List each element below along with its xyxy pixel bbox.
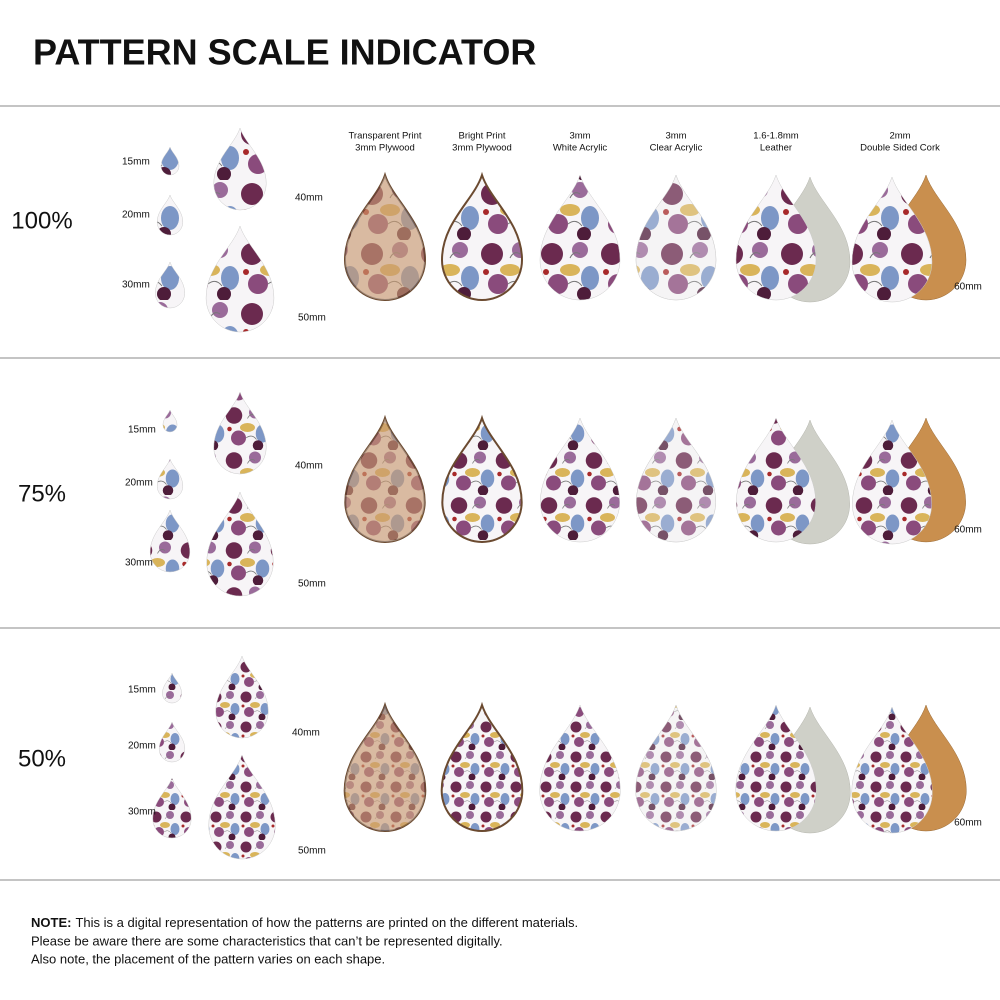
teardrop [155, 261, 185, 309]
teardrop [441, 414, 523, 543]
teardrop [156, 194, 184, 236]
teardrop [149, 509, 191, 573]
teardrop [635, 174, 717, 301]
teardrop [213, 127, 267, 211]
teardrop [206, 491, 274, 597]
teardrop [344, 705, 426, 831]
teardrop [213, 391, 267, 475]
material-header: 3mm Plywood [355, 143, 415, 154]
size-label: 50mm [298, 579, 326, 590]
teardrop [635, 704, 717, 832]
material-header: Clear Acrylic [650, 143, 703, 154]
teardrop [636, 417, 716, 543]
teardrop [440, 171, 524, 301]
material-size-label: 60mm [954, 282, 982, 293]
material-header: 3mm [569, 131, 590, 142]
note-label: NOTE: [31, 915, 71, 930]
teardrop [205, 225, 275, 333]
teardrop [851, 176, 933, 303]
size-label: 15mm [128, 425, 156, 436]
teardrop [852, 419, 932, 545]
teardrop [162, 672, 182, 704]
material-header: Leather [760, 143, 792, 154]
teardrop [215, 655, 269, 739]
teardrop [345, 175, 425, 300]
size-label: 15mm [128, 685, 156, 696]
material-header: Transparent Print [348, 131, 421, 142]
teardrop [160, 146, 180, 176]
size-label: 30mm [122, 280, 150, 291]
teardrop [851, 706, 933, 834]
material-header: Bright Print [459, 131, 506, 142]
size-label: 30mm [125, 558, 153, 569]
size-label: 40mm [295, 461, 323, 472]
size-label: 20mm [128, 741, 156, 752]
note-line: Please be aware there are some character… [31, 933, 503, 948]
material-header: White Acrylic [553, 143, 608, 154]
teardrop [152, 777, 192, 839]
teardrop [735, 174, 817, 301]
teardrop [540, 417, 620, 543]
material-header: 1.6-1.8mm [753, 131, 798, 142]
teardrop [158, 721, 186, 763]
teardrop [539, 174, 621, 301]
material-size-label: 60mm [954, 525, 982, 536]
size-label: 20mm [125, 478, 153, 489]
teardrop [345, 418, 425, 542]
note-line: NOTE: This is a digital representation of… [31, 915, 578, 930]
teardrop [440, 701, 524, 832]
material-header: 3mm [665, 131, 686, 142]
page-title: PATTERN SCALE INDICATOR [33, 32, 536, 73]
note-text: This is a digital representation of how … [75, 915, 578, 930]
material-header: Double Sided Cork [860, 143, 940, 154]
teardrop [208, 754, 276, 860]
material-header: 2mm [889, 131, 910, 142]
size-label: 40mm [295, 193, 323, 204]
size-label: 50mm [298, 846, 326, 857]
teardrop [736, 417, 816, 543]
teardrop [735, 704, 817, 832]
material-header: 3mm Plywood [452, 143, 512, 154]
teardrop [156, 458, 184, 500]
note-line: Also note, the placement of the pattern … [31, 951, 385, 966]
scale-label: 50% [18, 745, 66, 772]
size-label: 20mm [122, 210, 150, 221]
scale-label: 100% [11, 207, 72, 234]
material-size-label: 60mm [954, 818, 982, 829]
size-label: 40mm [292, 728, 320, 739]
size-label: 50mm [298, 313, 326, 324]
teardrop [539, 704, 621, 832]
teardrop [162, 409, 178, 433]
size-label: 15mm [122, 157, 150, 168]
scale-label: 75% [18, 480, 66, 507]
size-label: 30mm [128, 807, 156, 818]
